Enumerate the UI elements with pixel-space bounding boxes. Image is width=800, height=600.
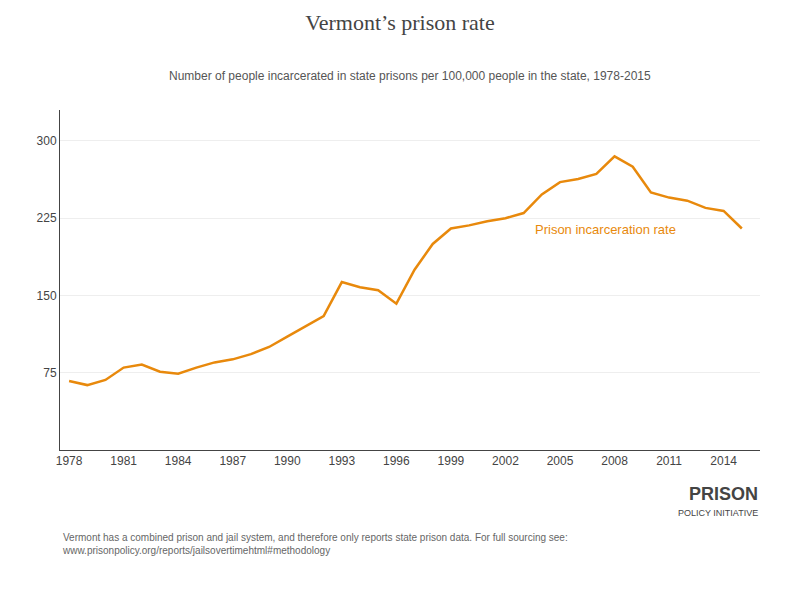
svg-text:1978: 1978 bbox=[56, 454, 83, 468]
svg-text:Vermont’s prison rate: Vermont’s prison rate bbox=[305, 10, 494, 35]
svg-text:1999: 1999 bbox=[438, 454, 465, 468]
svg-text:POLICY INITIATIVE: POLICY INITIATIVE bbox=[678, 508, 758, 518]
svg-text:2014: 2014 bbox=[710, 454, 737, 468]
svg-text:1987: 1987 bbox=[219, 454, 246, 468]
svg-text:Prison incarceration rate: Prison incarceration rate bbox=[535, 222, 676, 237]
svg-text:2008: 2008 bbox=[601, 454, 628, 468]
svg-text:1990: 1990 bbox=[274, 454, 301, 468]
svg-text:2005: 2005 bbox=[547, 454, 574, 468]
svg-text:1984: 1984 bbox=[165, 454, 192, 468]
svg-text:75: 75 bbox=[43, 366, 57, 380]
svg-text:2011: 2011 bbox=[656, 454, 682, 468]
svg-text:150: 150 bbox=[37, 289, 57, 303]
svg-text:2002: 2002 bbox=[492, 454, 519, 468]
svg-text:1993: 1993 bbox=[328, 454, 355, 468]
svg-text:Vermont has a combined prison: Vermont has a combined prison and jail s… bbox=[62, 532, 568, 556]
svg-text:300: 300 bbox=[37, 134, 57, 148]
svg-text:1996: 1996 bbox=[383, 454, 410, 468]
svg-text:Number of people incarcerated: Number of people incarcerated in state p… bbox=[169, 69, 651, 83]
svg-text:225: 225 bbox=[37, 211, 57, 225]
svg-text:1981: 1981 bbox=[110, 454, 137, 468]
svg-text:PRISON: PRISON bbox=[689, 484, 758, 504]
